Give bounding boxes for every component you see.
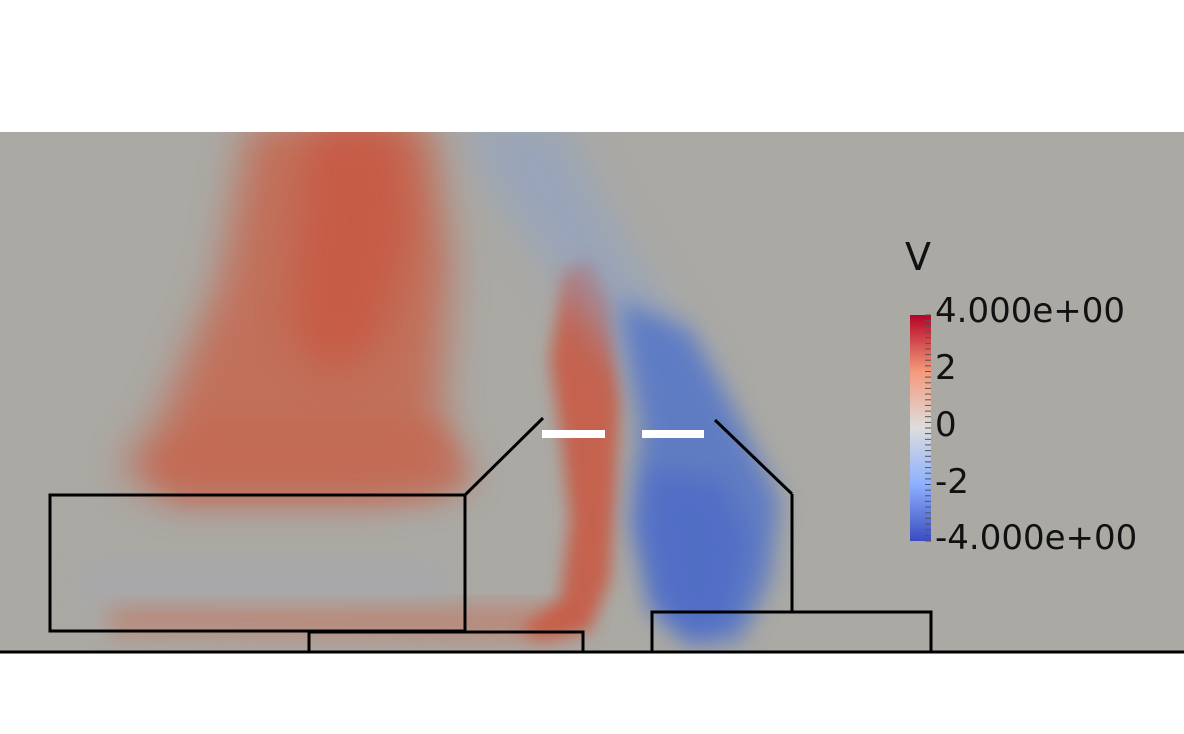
vent-slot-right xyxy=(642,430,704,438)
legend-mid-high-label: 2 xyxy=(935,348,957,388)
legend-title: V xyxy=(905,235,931,279)
color-legend: V 4.000e+00 2 0 -2 -4.000e+00 xyxy=(905,235,1137,558)
geometry-outline xyxy=(0,416,1184,654)
left-roof-slope xyxy=(463,416,545,497)
vent-slot-left xyxy=(542,430,605,438)
legend-max-label: 4.000e+00 xyxy=(935,291,1125,331)
blue-plume-core xyxy=(645,470,750,635)
velocity-field xyxy=(0,132,1184,652)
red-plume-lower xyxy=(150,420,470,500)
vent-slots xyxy=(542,430,704,438)
legend-mid-low-label: -2 xyxy=(935,462,969,502)
left-building-outline xyxy=(48,493,467,633)
legend-ticks xyxy=(925,314,931,542)
red-jet xyxy=(520,260,620,640)
legend-zero-label: 0 xyxy=(935,405,957,445)
faint-inner-band xyxy=(80,560,450,600)
red-bottom-band xyxy=(110,605,590,640)
left-base-outline xyxy=(307,630,585,652)
red-plume-core xyxy=(290,132,410,380)
legend-min-label: -4.000e+00 xyxy=(935,518,1137,558)
right-roof-slope xyxy=(713,418,794,496)
